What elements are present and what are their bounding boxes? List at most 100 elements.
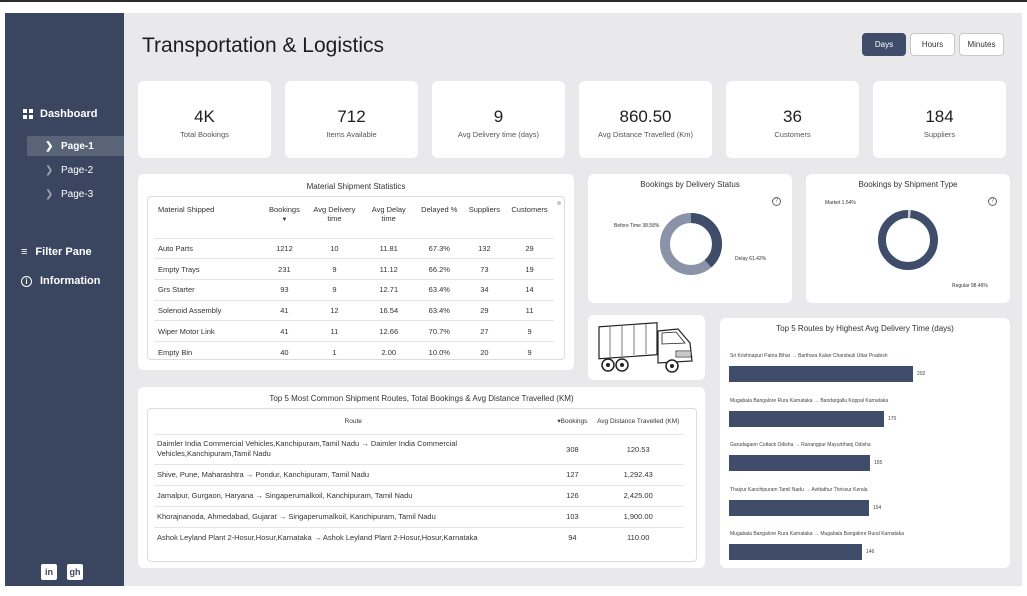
col-header[interactable]: ▾Bookings bbox=[557, 418, 588, 426]
kpi-label: Total Bookings bbox=[180, 130, 229, 139]
help-icon[interactable]: ? bbox=[772, 197, 781, 206]
social-links: in gh bbox=[41, 564, 83, 580]
cell: 29 bbox=[505, 237, 554, 259]
col-header[interactable]: Material Shipped bbox=[158, 205, 215, 214]
sort-desc-icon: ▾ bbox=[557, 418, 561, 426]
cell: 11 bbox=[505, 299, 554, 321]
market-label: Market 1.54% bbox=[825, 200, 856, 206]
table-row[interactable]: Jamalpur, Gurgaon, Haryana → Singaperuma… bbox=[154, 484, 684, 506]
table-row[interactable]: Auto Parts 1212 10 11.81 67.3% 132 29 bbox=[154, 237, 554, 259]
delay-label: Delay 61.42% bbox=[735, 256, 767, 262]
chevron-right-icon: ❯ bbox=[45, 164, 54, 176]
window-top-border bbox=[0, 0, 1027, 2]
col-header[interactable]: Bookings ▼ bbox=[268, 205, 300, 223]
col-header[interactable]: Avg Delivery time bbox=[313, 205, 356, 223]
routes-table: Route ▾Bookings Avg Distance Travelled (… bbox=[154, 409, 684, 548]
filter-pane-label: Filter Pane bbox=[35, 246, 92, 258]
nav-page-1[interactable]: ❯ Page-1 bbox=[27, 136, 136, 156]
top-routes-delivery-card: Top 5 Routes by Highest Avg Delivery Tim… bbox=[720, 318, 1010, 568]
cell: 19 bbox=[505, 258, 554, 280]
col-header[interactable]: Delayed % bbox=[421, 205, 458, 214]
bar[interactable] bbox=[729, 366, 913, 382]
cell: 40 bbox=[262, 340, 307, 363]
cell: 27 bbox=[463, 320, 506, 342]
material-shipment-card: Material Shipment Statistics Material Sh… bbox=[138, 174, 574, 370]
cell: 67.3% bbox=[414, 237, 464, 259]
kpi-value: 36 bbox=[783, 107, 802, 126]
kpi-card-suppliers: 184 Suppliers bbox=[873, 81, 1006, 158]
cell: 9 bbox=[505, 320, 554, 342]
cell: 12.66 bbox=[362, 320, 415, 342]
nav-page-2[interactable]: ❯ Page-2 bbox=[27, 160, 136, 180]
kpi-label: Customers bbox=[774, 130, 811, 139]
chart-title: Top 5 Routes by Highest Avg Delivery Tim… bbox=[776, 324, 954, 333]
col-header[interactable]: Route bbox=[344, 417, 362, 425]
bar[interactable] bbox=[729, 544, 862, 560]
minutes-button[interactable]: Minutes bbox=[959, 33, 1004, 56]
table-row[interactable]: Wiper Motor Link 41 11 12.66 70.7% 27 9 bbox=[154, 320, 554, 342]
table-row[interactable]: Empty Bin 40 1 2.00 10.0% 20 9 bbox=[154, 340, 554, 363]
scrollbar-thumb[interactable] bbox=[557, 201, 561, 205]
col-header[interactable]: Suppliers bbox=[468, 205, 501, 214]
cell: Empty Trays bbox=[154, 258, 263, 280]
bar[interactable] bbox=[729, 410, 884, 427]
cell: 132 bbox=[463, 237, 506, 259]
kpi-label: Items Available bbox=[326, 130, 377, 139]
kpi-value: 860.50 bbox=[619, 107, 672, 126]
cell: Solenoid Assembly bbox=[154, 299, 263, 321]
col-header[interactable]: Avg Delay time bbox=[371, 205, 406, 223]
col-header[interactable]: Avg Distance Travelled (KM) bbox=[597, 417, 680, 425]
routes-table-frame: Route ▾Bookings Avg Distance Travelled (… bbox=[147, 408, 697, 562]
days-button[interactable]: Days bbox=[862, 33, 906, 56]
table-row[interactable]: Empty Trays 231 9 11.12 66.2% 73 19 bbox=[154, 258, 554, 280]
cell: 70.7% bbox=[414, 320, 464, 342]
delivery-status-donut bbox=[660, 213, 722, 275]
chevron-right-icon: ❯ bbox=[45, 140, 54, 152]
bar[interactable] bbox=[729, 499, 869, 516]
sidebar: Dashboard ❯ Page-1 ❯ Page-2 ❯ Page-3 ≡ F… bbox=[5, 13, 136, 586]
cell: 41 bbox=[262, 320, 307, 342]
help-icon[interactable]: ? bbox=[988, 197, 997, 206]
nav-page-3[interactable]: ❯ Page-3 bbox=[27, 184, 136, 204]
cell: 231 bbox=[262, 258, 307, 280]
bar[interactable] bbox=[729, 455, 870, 471]
time-unit-toggle: Days Hours Minutes bbox=[862, 33, 1004, 56]
cell: 41 bbox=[262, 299, 307, 321]
bar-category-label: Garudagaon Cuttack Odisha → Rairangpur M… bbox=[730, 442, 871, 448]
table-row[interactable]: Daimler India Commercial Vehicles,Kanchi… bbox=[154, 433, 684, 464]
col-header[interactable]: Customers bbox=[511, 205, 548, 214]
table-row[interactable]: Ashok Leyland Plant 2-Hosur,Hosur,Karnat… bbox=[154, 526, 684, 548]
cell: 1,900.00 bbox=[592, 505, 684, 527]
shipment-type-donut bbox=[878, 210, 938, 270]
table-row[interactable]: Shive, Pune, Maharashtra → Pondur, Kanch… bbox=[154, 463, 684, 485]
kpi-label: Avg Delivery time (days) bbox=[457, 130, 540, 139]
linkedin-icon[interactable]: in bbox=[41, 564, 57, 580]
cell: 63.4% bbox=[414, 299, 464, 321]
cell: Jamalpur, Gurgaon, Haryana → Singaperuma… bbox=[154, 484, 553, 506]
table-row[interactable]: Grs Starter 93 9 12.71 63.4% 34 14 bbox=[154, 278, 554, 301]
cell: 16.54 bbox=[362, 299, 415, 321]
github-icon[interactable]: gh bbox=[67, 564, 83, 580]
cell: Wiper Motor Link bbox=[154, 320, 263, 342]
cell: Daimler India Commercial Vehicles,Kanchi… bbox=[154, 433, 553, 464]
cell: Grs Starter bbox=[154, 278, 263, 301]
page-title: Transportation & Logistics bbox=[142, 34, 385, 57]
filter-pane-button[interactable]: ≡ Filter Pane bbox=[21, 246, 92, 258]
nav-dashboard[interactable]: Dashboard bbox=[23, 108, 97, 120]
material-table-title: Material Shipment Statistics bbox=[306, 182, 406, 191]
sort-desc-icon: ▼ bbox=[281, 217, 288, 223]
bar-value-label: 170 bbox=[888, 415, 897, 422]
table-row[interactable]: Khorajnanoda, Ahmedabad, Gujarat → Singa… bbox=[154, 505, 684, 527]
kpi-card-avg-delivery: 9 Avg Delivery time (days) bbox=[432, 81, 565, 158]
cell: 1212 bbox=[262, 237, 307, 259]
kpi-value: 184 bbox=[925, 107, 954, 126]
cell: 11.81 bbox=[362, 237, 415, 259]
information-button[interactable]: i Information bbox=[21, 275, 101, 287]
table-row[interactable]: Solenoid Assembly 41 12 16.54 63.4% 29 11 bbox=[154, 299, 554, 321]
hours-button[interactable]: Hours bbox=[910, 33, 955, 56]
cell: 308 bbox=[552, 433, 593, 464]
cell: 10.0% bbox=[414, 340, 464, 363]
material-table-frame: Material Shipped Bookings ▼ Avg Delivery … bbox=[147, 196, 565, 363]
bar-value-label: 146 bbox=[866, 549, 875, 555]
truck-image-card bbox=[588, 315, 705, 380]
